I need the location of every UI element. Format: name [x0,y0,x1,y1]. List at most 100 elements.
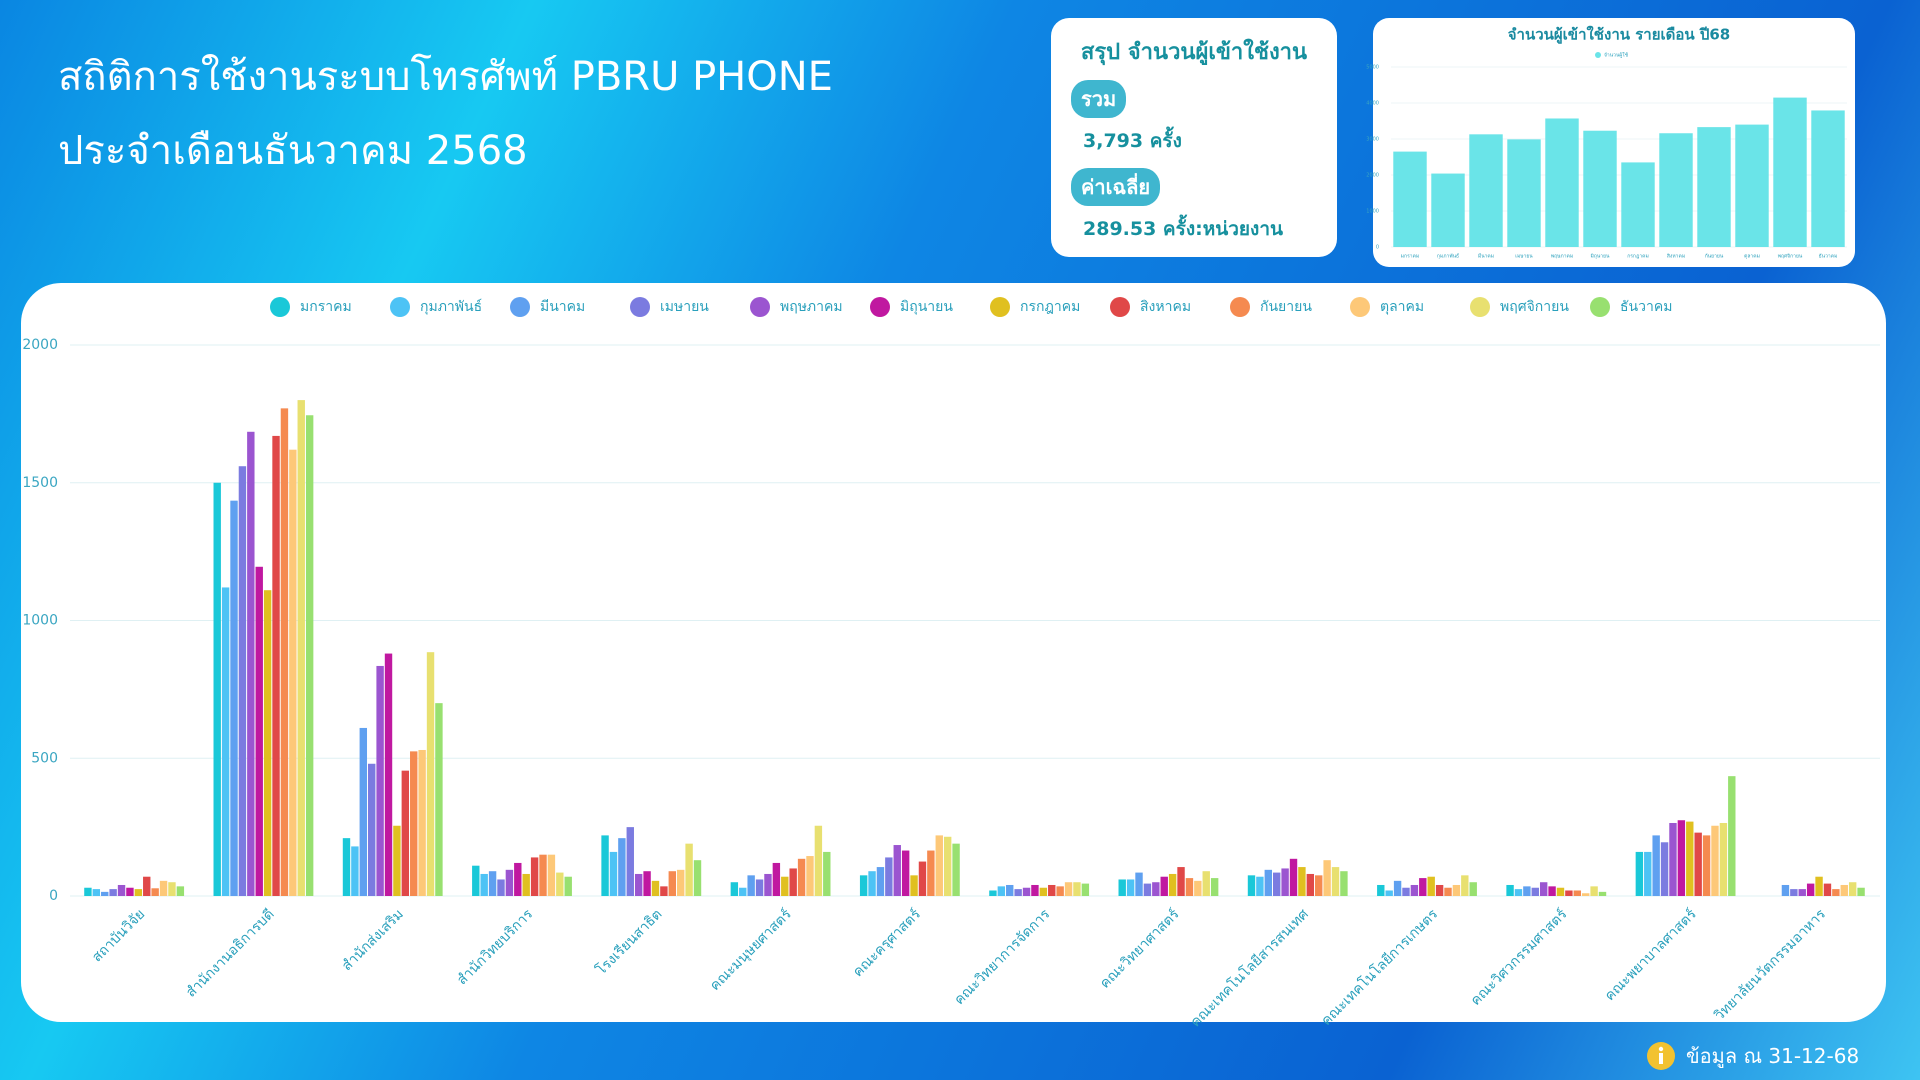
y-tick-label: 1000 [22,613,58,629]
bar [1735,124,1769,247]
x-tick-label: พฤศจิกายน [1778,253,1803,260]
bar [626,827,634,896]
bar [159,880,168,896]
bar [472,865,480,896]
legend-label: เมษายน [660,299,709,315]
bar [901,850,910,896]
bar [1056,886,1064,896]
bar [1022,887,1031,896]
bar [1393,151,1427,247]
legend-label: มีนาคม [540,299,585,315]
legend-label: มิถุนายน [900,299,953,315]
bar [943,836,952,896]
bar [1507,139,1541,247]
y-tick-label: 4000 [1366,101,1379,107]
bar [1281,868,1289,896]
bar [1081,883,1090,896]
x-tick-label: มีนาคม [1478,253,1494,260]
y-tick-label: 2000 [1366,173,1379,179]
bar [1686,821,1694,896]
bar [1461,875,1469,896]
legend-swatch [750,297,770,317]
bar [401,770,410,896]
bar [1644,851,1652,896]
bar [176,886,185,896]
bar [997,886,1006,896]
bar [1264,869,1273,896]
bar [1039,887,1048,896]
bar [1419,878,1427,896]
legend-swatch [510,297,530,317]
average-label: ค่าเฉลี่ย [1071,168,1161,206]
bar [1168,873,1177,896]
x-tick-label: ธันวาคม [1819,254,1838,260]
bar [772,862,781,896]
bar [693,860,702,896]
bar [151,888,159,896]
bar [564,876,572,896]
x-tick-label: มกราคม [1401,254,1419,260]
bar [1402,887,1410,896]
bar [305,415,314,896]
x-tick-label: สิงหาคม [1667,253,1685,260]
bar [1435,884,1444,896]
bar [1514,889,1523,896]
bar [1118,879,1126,896]
bar [143,876,151,896]
bar [823,851,831,896]
bar [368,763,376,896]
bar [418,749,426,896]
bar [1806,883,1815,896]
chart-title: จำนวนผู้เข้าใช้งาน รายเดือน ปี68 [1508,26,1730,45]
bar [109,889,117,896]
bar [676,869,685,896]
bar [1781,884,1790,896]
bar [297,400,305,896]
bar [1315,875,1323,896]
bar [1126,879,1135,896]
bar [480,873,488,896]
bar [1697,127,1731,247]
bar [1393,880,1402,896]
bar [634,873,643,896]
bar [84,887,92,896]
footer: ข้อมูล ณ 31-12-68 [1646,1040,1859,1072]
bar [168,882,176,896]
bar [393,825,401,896]
bar [255,566,263,896]
bar [556,872,564,896]
bar [1523,886,1531,896]
bar [1556,887,1565,896]
bar [1247,875,1256,896]
bar [1143,883,1152,896]
bar [660,886,668,896]
bar [1531,887,1539,896]
y-tick-label: 1000 [1366,209,1379,215]
total-value: 3,793 ครั้ง [1083,130,1182,152]
bar [806,856,814,896]
bar [530,857,539,896]
x-tick-label: พฤษภาคม [1551,254,1573,260]
average-value: 289.53 ครั้ง:หน่วยงาน [1083,218,1283,240]
y-tick-label: 5000 [1366,65,1379,71]
bar [1202,871,1210,896]
bar [781,876,789,896]
x-tick-label: เมษายน [1515,254,1533,260]
bar [739,887,747,896]
legend-label: สิงหาคม [1140,299,1191,315]
bar [1289,858,1298,896]
bar [685,843,693,896]
bar [384,653,393,896]
bar [272,435,280,896]
bar [1711,825,1719,896]
bar [755,879,764,896]
bar [238,466,247,896]
bar [1031,884,1039,896]
bar [1694,832,1702,896]
bar [1444,887,1452,896]
bar [1298,867,1306,896]
bar [505,869,514,896]
bar [1160,876,1168,896]
bar [764,873,772,896]
